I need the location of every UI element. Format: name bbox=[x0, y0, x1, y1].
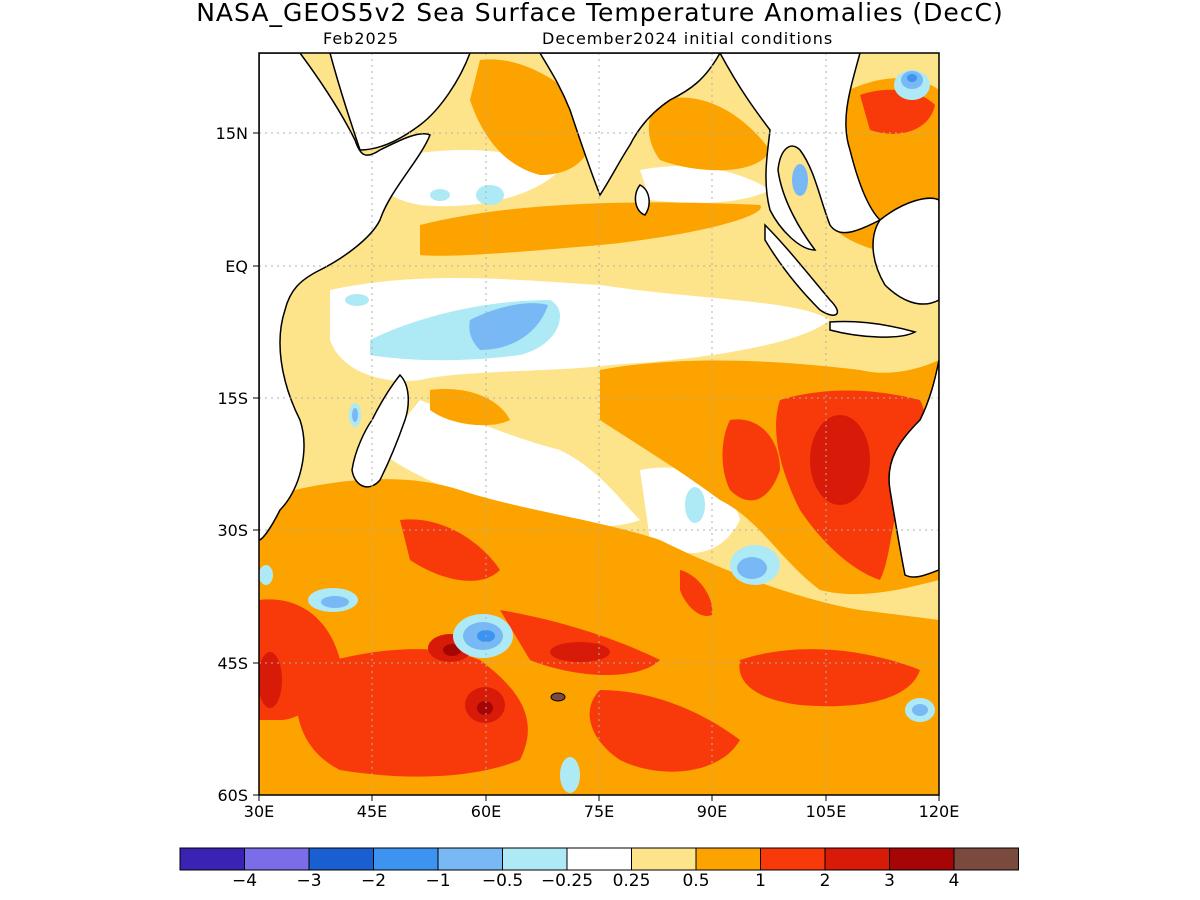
anomaly-region-neutral bbox=[640, 166, 770, 203]
colorbar-label: −3 bbox=[296, 871, 322, 891]
lat-label-15s: 15S bbox=[217, 389, 248, 408]
colorbar-label: 0.5 bbox=[682, 871, 710, 891]
colorbar bbox=[179, 847, 1019, 871]
lon-label-30e: 30E bbox=[243, 802, 275, 821]
land-australia bbox=[888, 359, 939, 578]
anomaly-region-neg-0.25 bbox=[345, 294, 369, 306]
lon-label-90e: 90E bbox=[696, 802, 728, 821]
lon-label-105e: 105E bbox=[805, 802, 847, 821]
colorbar-label: −1 bbox=[425, 871, 451, 891]
lon-label-75e: 75E bbox=[583, 802, 615, 821]
anomaly-region-1-2 bbox=[296, 649, 528, 777]
anomaly-region-neg-0.5 bbox=[352, 408, 358, 422]
anomaly-region-neg-0.25 bbox=[560, 757, 580, 793]
anomaly-region-0.5-1 bbox=[648, 97, 770, 171]
initial-conditions-label: December2024 initial conditions bbox=[542, 29, 834, 48]
colorbar-label: −0.5 bbox=[481, 871, 524, 891]
lon-label-45e: 45E bbox=[356, 802, 388, 821]
colorbar-label: −0.25 bbox=[540, 871, 594, 891]
colorbar-swatch bbox=[695, 847, 761, 871]
anomaly-region-2-3 bbox=[810, 415, 870, 505]
anomaly-region-neg-0.25 bbox=[476, 185, 504, 205]
colorbar-swatch bbox=[566, 847, 632, 871]
land-java bbox=[829, 320, 918, 338]
colorbar-swatch bbox=[760, 847, 826, 871]
land-arabia bbox=[329, 53, 471, 151]
colorbar-swatch bbox=[244, 847, 310, 871]
colorbar-swatch bbox=[502, 847, 568, 871]
anomaly-region-1-2 bbox=[739, 649, 920, 707]
graticule bbox=[259, 53, 939, 795]
colorbar-swatch bbox=[889, 847, 955, 871]
anomaly-region-neg-0.25 bbox=[259, 565, 273, 585]
anomaly-region-1-2 bbox=[722, 419, 780, 501]
colorbar-swatch bbox=[179, 847, 245, 871]
anomaly-region-2-3 bbox=[550, 642, 610, 662]
lat-label-30s: 30S bbox=[217, 521, 248, 540]
colorbar-swatch bbox=[308, 847, 374, 871]
land-kerguelen bbox=[550, 692, 566, 702]
map-title: NASA_GEOS5v2 Sea Surface Temperature Ano… bbox=[196, 0, 1004, 27]
anomaly-region-1-2 bbox=[860, 89, 935, 134]
anomaly-region-3-4 bbox=[477, 701, 493, 715]
lat-label-60s: 60S bbox=[217, 786, 248, 805]
axis-ticks bbox=[253, 132, 940, 801]
colorbar-label: 3 bbox=[884, 871, 895, 891]
anomaly-field bbox=[259, 53, 939, 795]
colorbar-label: 0.25 bbox=[612, 871, 651, 891]
anomaly-region-neg-0.5 bbox=[469, 303, 548, 350]
land-africa bbox=[259, 53, 431, 541]
colorbar-label: 2 bbox=[819, 871, 831, 891]
lat-label-45s: 45S bbox=[217, 654, 248, 673]
anomaly-region-neutral bbox=[370, 150, 560, 207]
land-sri-lanka bbox=[634, 184, 650, 216]
anomaly-region-2-3 bbox=[259, 652, 282, 708]
land-sumatra bbox=[764, 223, 839, 316]
map-frame bbox=[258, 52, 940, 796]
anomaly-region-1-2 bbox=[680, 570, 713, 616]
land-southeast-asia bbox=[719, 53, 882, 251]
colorbar-label: −4 bbox=[231, 871, 258, 891]
colorbar-label: 1 bbox=[755, 871, 766, 891]
anomaly-region-neg-0.5 bbox=[737, 557, 767, 579]
lat-label-eq: EQ bbox=[225, 257, 248, 276]
forecast-month: Feb2025 bbox=[323, 29, 400, 48]
anomaly-region-neutral bbox=[380, 400, 640, 527]
colorbar-swatch bbox=[373, 847, 439, 871]
anomaly-region-neg-0.5 bbox=[912, 704, 928, 716]
anomaly-region-neg-0.5 bbox=[321, 596, 349, 608]
colorbar-label: 4 bbox=[948, 871, 960, 891]
land-india bbox=[539, 53, 721, 197]
anomaly-region-neg-0.25 bbox=[430, 189, 450, 201]
lon-label-120e: 120E bbox=[918, 802, 960, 821]
lon-label-60e: 60E bbox=[470, 802, 502, 821]
anomaly-region-neg-0.25 bbox=[685, 487, 705, 523]
colorbar-swatch bbox=[437, 847, 503, 871]
colorbar-swatch bbox=[631, 847, 697, 871]
anomaly-region-3-4 bbox=[443, 644, 461, 656]
lat-label-15n: 15N bbox=[215, 124, 248, 143]
anomaly-region-1-2 bbox=[400, 519, 500, 581]
colorbar-label: −2 bbox=[360, 871, 387, 891]
colorbar-swatch bbox=[824, 847, 890, 871]
anomaly-region-neg-1 bbox=[907, 74, 917, 82]
anomaly-region-1-2 bbox=[589, 690, 740, 772]
anomaly-region-0.5-1 bbox=[430, 389, 510, 426]
anomaly-region-neg-0.5 bbox=[792, 164, 808, 196]
anomaly-region-0.5-1 bbox=[420, 202, 761, 256]
colorbar-swatch bbox=[953, 847, 1019, 871]
land-borneo bbox=[872, 197, 939, 305]
land-madagascar bbox=[351, 373, 410, 488]
